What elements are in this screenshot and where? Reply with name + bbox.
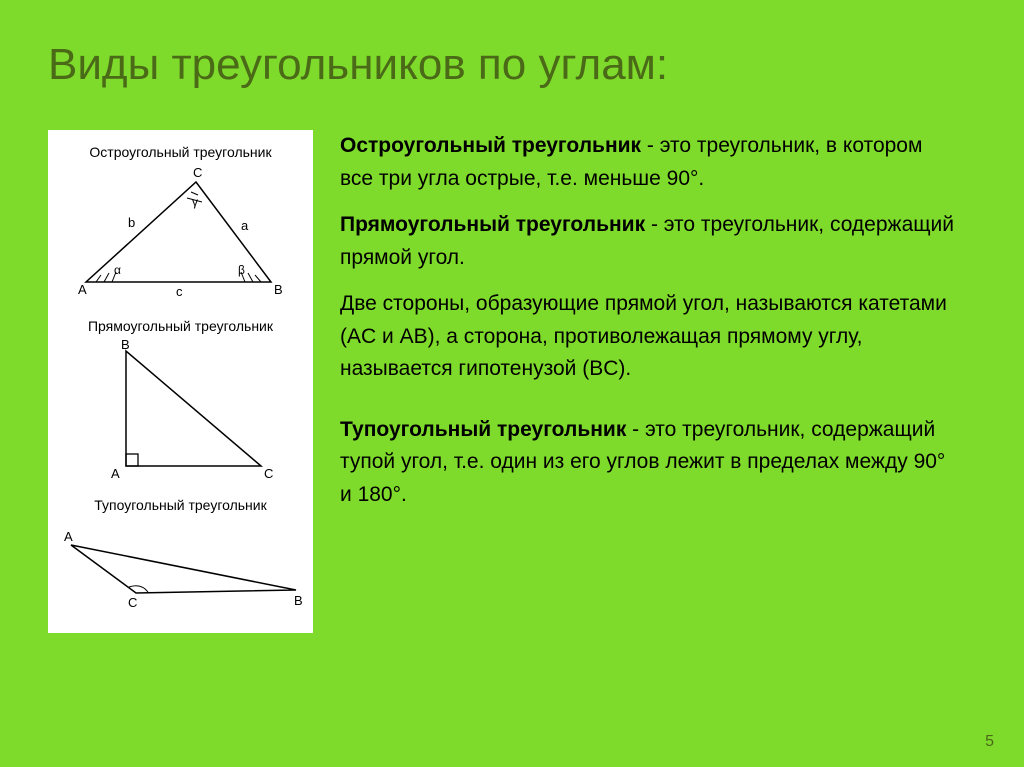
- page-title: Виды треугольников по углам:: [48, 40, 668, 90]
- acute-term: Остроугольный треугольник: [340, 134, 641, 157]
- vertex-a-label: A: [78, 282, 87, 297]
- obtuse-definition: Тупоугольный треугольник - это треугольн…: [340, 414, 960, 512]
- right-term: Прямоугольный треугольник: [340, 213, 645, 236]
- angle-alpha-label: α: [114, 263, 121, 277]
- acute-definition: Остроугольный треугольник - это треуголь…: [340, 130, 960, 195]
- side-c-label: c: [176, 284, 183, 299]
- obtuse-diagram-label: Тупоугольный треугольник: [52, 497, 309, 513]
- obtuse-vertex-c-label: C: [128, 595, 137, 610]
- right-vertex-b-label: B: [121, 337, 130, 352]
- right-vertex-a-label: A: [111, 466, 120, 481]
- right-definition: Прямоугольный треугольник - это треуголь…: [340, 209, 960, 274]
- side-a-label: a: [241, 218, 249, 233]
- right-triangle-diagram: A B C: [56, 336, 306, 491]
- right-vertex-c-label: C: [264, 466, 273, 481]
- diagram-panel: Остроугольный треугольник A B C c b a α …: [48, 130, 313, 633]
- obtuse-vertex-b-label: B: [294, 593, 303, 608]
- right-extra: Две стороны, образующие прямой угол, наз…: [340, 288, 960, 386]
- page-number: 5: [985, 733, 994, 751]
- right-diagram-label: Прямоугольный треугольник: [52, 318, 309, 334]
- acute-triangle-diagram: A B C c b a α β γ: [56, 162, 306, 312]
- obtuse-vertex-a-label: A: [64, 529, 73, 544]
- angle-gamma-label: γ: [192, 195, 198, 209]
- vertex-b-label: B: [274, 282, 283, 297]
- angle-beta-label: β: [238, 263, 245, 277]
- vertex-c-label: C: [193, 165, 202, 180]
- content-area: Остроугольный треугольник - это треуголь…: [340, 130, 960, 525]
- obtuse-triangle-diagram: A B C: [56, 515, 306, 615]
- obtuse-term: Тупоугольный треугольник: [340, 418, 626, 441]
- side-b-label: b: [128, 215, 135, 230]
- acute-diagram-label: Остроугольный треугольник: [52, 144, 309, 160]
